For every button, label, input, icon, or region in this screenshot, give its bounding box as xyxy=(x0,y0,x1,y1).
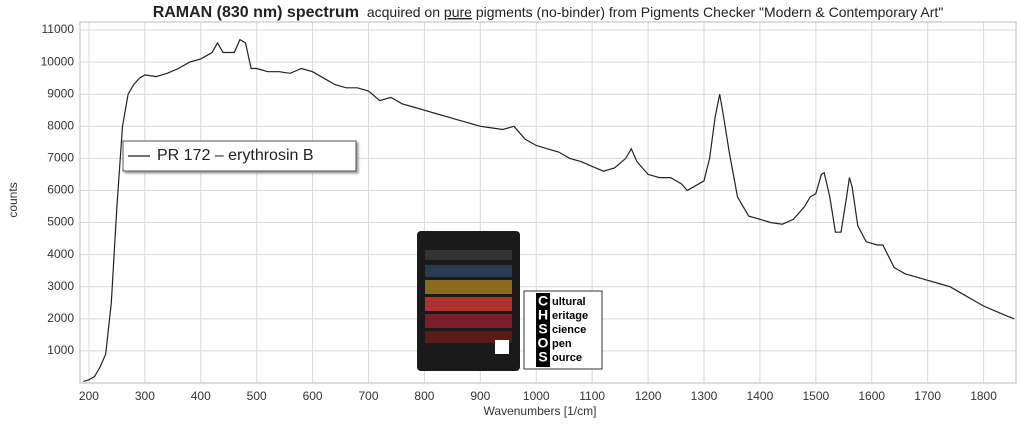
logo-letter: S xyxy=(538,321,547,337)
plot-frame xyxy=(79,21,1017,384)
grid xyxy=(80,22,1016,383)
y-tick-label: 11000 xyxy=(42,22,75,36)
logo-letter: H xyxy=(538,307,548,323)
x-tick-label: 1600 xyxy=(858,389,885,403)
logo-word: eritage xyxy=(552,310,588,322)
y-tick-label: 7000 xyxy=(47,151,74,165)
logo-word: cience xyxy=(552,324,586,336)
legend: PR 172 – erythrosin B xyxy=(122,140,357,172)
x-tick-label: 500 xyxy=(247,389,267,403)
x-tick-label: 300 xyxy=(135,389,155,403)
logo-letter: O xyxy=(538,335,549,351)
title-main: RAMAN (830 nm) spectrum xyxy=(153,4,359,21)
x-axis-label: Wavenumbers [1/cm] xyxy=(484,404,597,418)
title-text: acquired on xyxy=(367,4,444,20)
chsos-bar xyxy=(536,293,550,367)
y-axis-label: counts xyxy=(6,182,20,217)
x-tick-label: 1500 xyxy=(802,389,829,403)
title-text: pigments (no-binder) from Pigments Check… xyxy=(472,4,943,20)
chart-title: RAMAN (830 nm) spectrum acquired on pure… xyxy=(153,4,944,22)
x-tick-label: 1800 xyxy=(970,389,997,403)
x-tick-label: 700 xyxy=(359,389,379,403)
y-tick-label: 4000 xyxy=(47,247,74,261)
title-text: pure xyxy=(444,4,472,20)
x-tick-label: 900 xyxy=(470,389,490,403)
logo-word: ultural xyxy=(552,296,586,308)
y-tick-label: 5000 xyxy=(47,215,74,229)
x-tick-label: 800 xyxy=(414,389,434,403)
spectrum-line xyxy=(83,38,1015,382)
y-tick-label: 2000 xyxy=(47,311,74,325)
x-tick-label: 1300 xyxy=(691,389,718,403)
x-tick-label: 1200 xyxy=(635,389,662,403)
x-tick-label: 1100 xyxy=(579,389,605,403)
x-tick-label: 400 xyxy=(191,389,211,403)
logo-word: ource xyxy=(552,352,582,364)
legend-label: PR 172 – erythrosin B xyxy=(157,147,314,164)
y-tick-label: 9000 xyxy=(47,86,74,100)
legend-box xyxy=(122,140,357,172)
y-tick-label: 3000 xyxy=(47,279,74,293)
logo-word: pen xyxy=(552,338,572,350)
x-tick-label: 1000 xyxy=(523,389,550,403)
logo-letter: C xyxy=(538,293,548,309)
x-tick-label: 600 xyxy=(303,389,323,403)
y-tick-label: 6000 xyxy=(47,183,74,197)
checker-swatches xyxy=(425,250,512,354)
x-tick-label: 1400 xyxy=(747,389,774,403)
y-tick-label: 8000 xyxy=(47,118,74,132)
x-tick-label: 1700 xyxy=(914,389,941,403)
y-tick-label: 1000 xyxy=(47,343,74,357)
y-tick-label: 10000 xyxy=(41,54,75,68)
x-tick-label: 200 xyxy=(79,389,99,403)
logo-letter: S xyxy=(538,349,547,365)
